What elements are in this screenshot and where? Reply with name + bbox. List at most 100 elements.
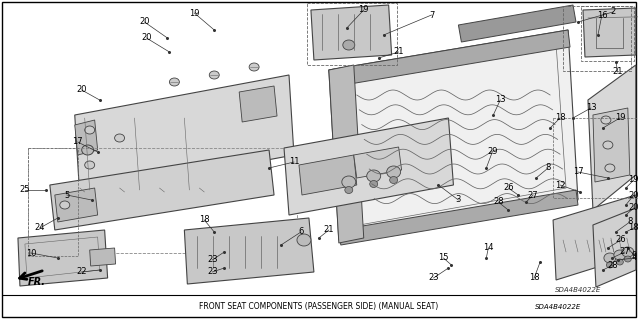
Ellipse shape xyxy=(345,187,353,194)
Text: SDA4B4022E: SDA4B4022E xyxy=(535,304,581,310)
Polygon shape xyxy=(354,147,402,178)
Bar xyxy=(28,148,297,253)
Polygon shape xyxy=(239,86,277,122)
Text: 10: 10 xyxy=(26,249,36,257)
Text: 17: 17 xyxy=(72,137,83,146)
Bar xyxy=(28,148,77,256)
Text: 23: 23 xyxy=(428,273,439,283)
Ellipse shape xyxy=(601,116,611,124)
Text: 25: 25 xyxy=(20,186,30,195)
Ellipse shape xyxy=(622,247,634,257)
Text: 20: 20 xyxy=(628,190,639,199)
Text: 7: 7 xyxy=(429,11,434,19)
Polygon shape xyxy=(593,108,630,182)
Text: 14: 14 xyxy=(483,243,493,253)
Polygon shape xyxy=(339,190,578,245)
Text: 20: 20 xyxy=(140,18,150,26)
Text: 18: 18 xyxy=(199,216,210,225)
Text: 21: 21 xyxy=(394,48,404,56)
Ellipse shape xyxy=(614,250,626,260)
Text: 5: 5 xyxy=(64,190,69,199)
Text: 28: 28 xyxy=(493,197,504,206)
Text: 18: 18 xyxy=(555,114,565,122)
Ellipse shape xyxy=(390,176,397,183)
Polygon shape xyxy=(284,118,453,215)
Text: 23: 23 xyxy=(207,256,218,264)
Ellipse shape xyxy=(84,126,95,134)
Ellipse shape xyxy=(60,201,70,209)
Text: 26: 26 xyxy=(503,183,513,192)
Ellipse shape xyxy=(387,166,401,178)
Text: 20: 20 xyxy=(628,204,639,212)
Text: 6: 6 xyxy=(298,227,303,236)
Text: 3: 3 xyxy=(456,196,461,204)
Ellipse shape xyxy=(115,134,125,142)
Ellipse shape xyxy=(82,145,93,155)
Text: 4: 4 xyxy=(631,254,636,263)
Text: 23: 23 xyxy=(207,268,218,277)
Polygon shape xyxy=(311,5,392,60)
Text: 8: 8 xyxy=(545,164,551,173)
Ellipse shape xyxy=(606,262,613,268)
Polygon shape xyxy=(458,5,576,42)
Polygon shape xyxy=(329,30,578,240)
Ellipse shape xyxy=(209,71,220,79)
Text: 12: 12 xyxy=(555,181,565,189)
Polygon shape xyxy=(593,208,636,287)
Polygon shape xyxy=(75,120,98,155)
Text: 21: 21 xyxy=(324,226,334,234)
Text: FRONT SEAT COMPONENTS (PASSENGER SIDE) (MANUAL SEAT): FRONT SEAT COMPONENTS (PASSENGER SIDE) (… xyxy=(199,302,438,311)
Text: 28: 28 xyxy=(607,261,618,270)
Polygon shape xyxy=(613,243,635,267)
Text: 20: 20 xyxy=(141,33,152,42)
Text: 15: 15 xyxy=(438,254,449,263)
Polygon shape xyxy=(90,248,116,266)
Ellipse shape xyxy=(367,170,381,182)
Text: 20: 20 xyxy=(76,85,87,94)
Ellipse shape xyxy=(297,234,311,246)
Text: FR.: FR. xyxy=(28,277,46,287)
Polygon shape xyxy=(55,188,98,222)
Text: 11: 11 xyxy=(289,158,300,167)
Bar xyxy=(553,118,640,198)
Text: 24: 24 xyxy=(35,224,45,233)
Text: 19: 19 xyxy=(614,114,625,122)
Text: SDA4B4022E: SDA4B4022E xyxy=(555,287,601,293)
Text: 22: 22 xyxy=(76,268,87,277)
Ellipse shape xyxy=(170,78,179,86)
Ellipse shape xyxy=(84,161,95,169)
Ellipse shape xyxy=(343,40,355,50)
Text: 18: 18 xyxy=(529,273,540,283)
Ellipse shape xyxy=(605,164,615,172)
Text: 8: 8 xyxy=(627,218,632,226)
Text: 17: 17 xyxy=(573,167,583,176)
Ellipse shape xyxy=(370,181,378,188)
Text: 27: 27 xyxy=(528,190,538,199)
Text: 16: 16 xyxy=(596,11,607,19)
Ellipse shape xyxy=(603,141,613,149)
Text: 9: 9 xyxy=(631,250,636,259)
Bar xyxy=(581,6,634,61)
Text: 27: 27 xyxy=(620,248,630,256)
Text: 26: 26 xyxy=(616,235,626,244)
Ellipse shape xyxy=(604,253,616,263)
Ellipse shape xyxy=(249,63,259,71)
Polygon shape xyxy=(583,8,636,57)
Polygon shape xyxy=(50,150,274,230)
Ellipse shape xyxy=(342,176,356,188)
Text: 13: 13 xyxy=(586,103,596,113)
Text: 19: 19 xyxy=(628,175,639,184)
Bar xyxy=(307,3,397,65)
Text: 19: 19 xyxy=(358,5,369,14)
Text: 2: 2 xyxy=(611,8,616,17)
Polygon shape xyxy=(299,155,356,195)
Text: 29: 29 xyxy=(487,147,497,157)
Polygon shape xyxy=(18,230,108,286)
Polygon shape xyxy=(184,218,314,284)
Polygon shape xyxy=(553,195,636,280)
Text: 21: 21 xyxy=(612,68,623,77)
Text: 18: 18 xyxy=(628,224,639,233)
Text: 13: 13 xyxy=(495,95,506,105)
Polygon shape xyxy=(329,65,364,243)
Text: 19: 19 xyxy=(189,9,200,18)
